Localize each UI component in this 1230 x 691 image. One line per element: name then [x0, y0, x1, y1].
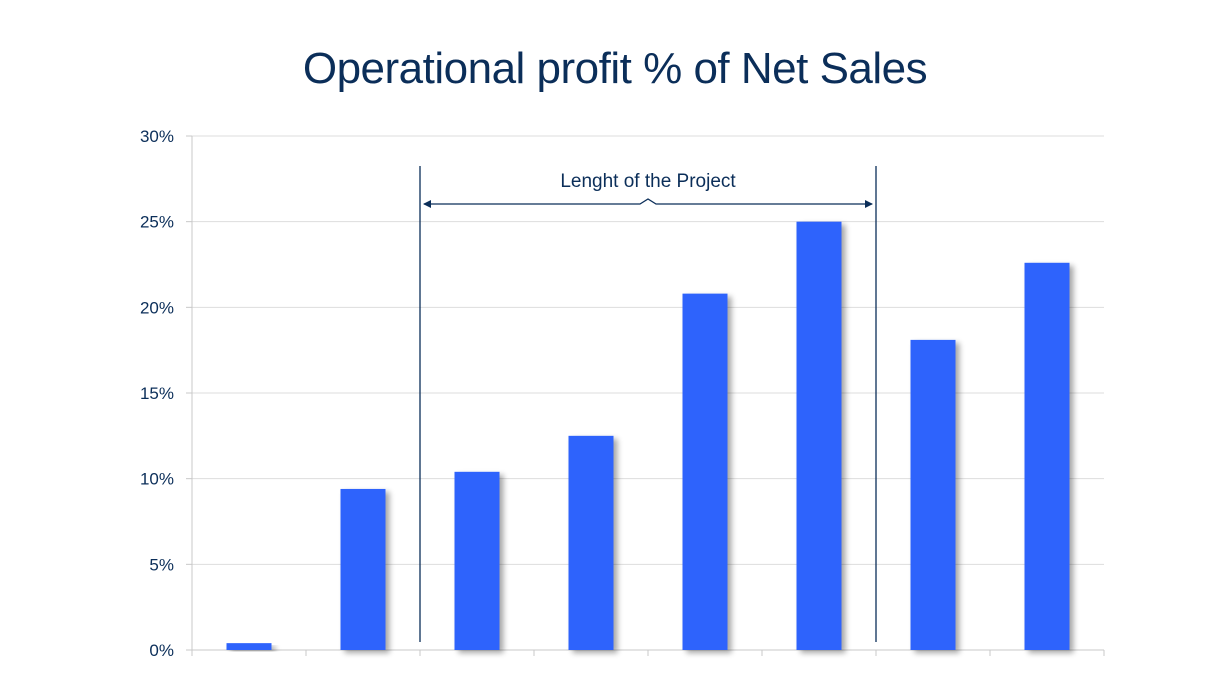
- bar: [454, 471, 500, 650]
- bar: [568, 435, 614, 650]
- project-length-label: Lenght of the Project: [560, 171, 736, 192]
- bar: [226, 643, 272, 650]
- project-brace: [424, 198, 872, 205]
- y-tick-label: 15%: [140, 384, 174, 403]
- y-tick-label: 5%: [149, 555, 174, 574]
- y-tick-label: 10%: [140, 470, 174, 489]
- bar: [910, 339, 956, 650]
- bar: [796, 221, 842, 650]
- y-tick-label: 30%: [140, 127, 174, 146]
- chart-title: Operational profit % of Net Sales: [302, 44, 928, 93]
- arrowhead-right: [865, 200, 873, 208]
- y-tick-label: 25%: [140, 213, 174, 232]
- y-tick-label: 0%: [149, 641, 174, 660]
- bar: [682, 293, 728, 650]
- arrowhead-left: [423, 200, 431, 208]
- bar: [340, 488, 386, 650]
- y-tick-label: 20%: [140, 298, 174, 317]
- bar: [1024, 262, 1070, 650]
